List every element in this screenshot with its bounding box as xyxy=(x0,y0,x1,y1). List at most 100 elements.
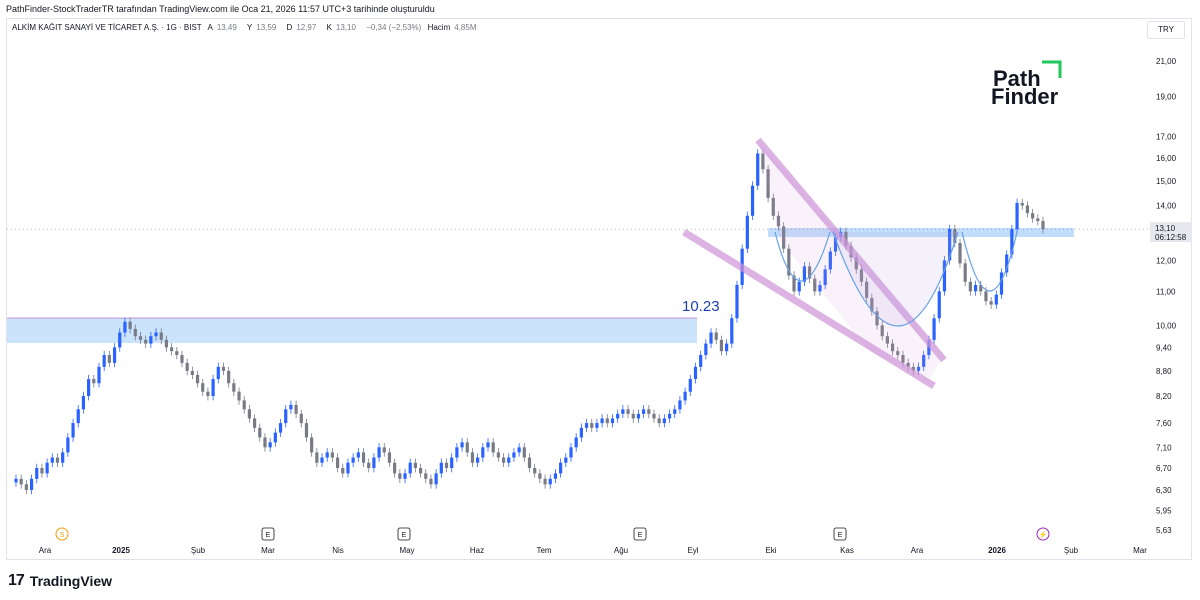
candle-body xyxy=(221,366,226,371)
candle-body xyxy=(367,462,371,469)
candle-body xyxy=(138,336,143,340)
earnings-marker-label: E xyxy=(402,532,407,539)
candle-body xyxy=(626,409,630,414)
candle-body xyxy=(771,197,775,216)
price-tick-label: 21,00 xyxy=(1156,57,1177,66)
candle-body xyxy=(963,263,967,282)
candle-body xyxy=(662,418,666,424)
candle-body xyxy=(346,462,350,474)
candle-body xyxy=(351,457,355,463)
candle-body xyxy=(631,413,635,419)
overlays-layer: 10.23 xyxy=(682,137,1018,389)
candle-body xyxy=(460,442,464,448)
cup-left-curve xyxy=(774,231,831,282)
candle-body xyxy=(87,379,91,397)
candle-body xyxy=(922,355,926,367)
price-tick-label: 5,63 xyxy=(1156,526,1172,535)
candle-body xyxy=(201,383,205,392)
candle-body xyxy=(268,442,272,448)
candle-body xyxy=(1031,213,1035,219)
candle-body xyxy=(569,447,573,458)
candle-body xyxy=(756,153,760,186)
candle-body xyxy=(833,237,838,252)
time-tick-label: Kas xyxy=(840,546,854,555)
candle-body xyxy=(725,343,729,352)
candle-body xyxy=(543,478,547,485)
tradingview-footer[interactable]: 17 TradingView xyxy=(8,572,112,590)
candle-body xyxy=(730,318,734,344)
candle-body xyxy=(14,478,18,483)
countdown-label: 06:12:58 xyxy=(1155,233,1187,242)
candle-body xyxy=(880,325,884,337)
candle-body xyxy=(35,468,39,479)
candle-body xyxy=(652,413,656,419)
candle-body xyxy=(335,457,340,469)
candle-body xyxy=(398,473,402,479)
candle-body xyxy=(1041,221,1045,230)
price-tick-label: 8,80 xyxy=(1156,367,1172,376)
candle-body xyxy=(616,413,620,419)
high-label: Y xyxy=(246,23,253,32)
candle-body xyxy=(164,339,169,348)
candle-body xyxy=(180,355,184,363)
candle-body xyxy=(870,297,874,312)
candle-body xyxy=(968,281,972,292)
candle-body xyxy=(584,423,589,428)
symbol-name[interactable]: ALKİM KAĞIT SANAYİ VE TİCARET A.Ş. · 1G … xyxy=(12,23,202,32)
high-value: 13,59 xyxy=(256,23,277,32)
candle-body xyxy=(387,452,392,463)
candle-body xyxy=(486,442,490,448)
candle-body xyxy=(315,452,319,463)
candle-body xyxy=(429,478,433,485)
support-resistance-zone xyxy=(7,318,697,343)
candle-body xyxy=(1010,229,1014,255)
split-marker-label: ⚡ xyxy=(1039,530,1048,539)
candle-body xyxy=(1015,202,1019,230)
candle-body xyxy=(465,442,469,453)
candle-body xyxy=(683,391,687,401)
price-tick-label: 9,40 xyxy=(1156,343,1172,352)
time-tick-label: Ağu xyxy=(614,546,628,555)
time-tick-label: Şub xyxy=(191,546,206,555)
candle-body xyxy=(278,423,283,433)
logo-line-2: Finder xyxy=(991,84,1059,109)
candle-body xyxy=(439,462,443,474)
zones-layer xyxy=(7,228,1148,343)
candle-body xyxy=(123,321,127,333)
candle-body xyxy=(605,418,609,424)
candle-body xyxy=(636,413,641,419)
tradingview-logo-icon: 17 xyxy=(8,572,25,589)
candle-body xyxy=(216,366,220,380)
candle-body xyxy=(559,462,563,474)
candle-body xyxy=(252,418,257,428)
candle-body xyxy=(227,370,231,384)
candle-body xyxy=(372,457,376,469)
candle-body xyxy=(973,284,978,292)
candle-body xyxy=(538,473,542,479)
candle-body xyxy=(714,332,718,340)
candle-body xyxy=(802,266,807,282)
price-axis: 21,00 19,00 17,00 16,00 15,00 14,00 12,00 11,00… xyxy=(1150,57,1192,535)
time-tick-label: Eki xyxy=(765,546,776,555)
candle-body xyxy=(424,473,428,479)
candle-body xyxy=(211,379,215,397)
candle-body xyxy=(118,332,122,348)
candle-body xyxy=(579,427,583,438)
candle-body xyxy=(61,452,65,463)
currency-selector[interactable]: TRY xyxy=(1147,21,1185,39)
candle-body xyxy=(667,413,672,419)
candle-body xyxy=(330,452,334,458)
candles-layer xyxy=(14,149,1045,495)
candle-body xyxy=(289,404,293,410)
close-label: K xyxy=(326,23,332,32)
symbol-info: ALKİM KAĞIT SANAYİ VE TİCARET A.Ş. · 1G … xyxy=(12,23,484,32)
candle-body xyxy=(299,413,303,424)
candle-body xyxy=(40,468,44,474)
candle-body xyxy=(496,452,500,458)
candle-body xyxy=(906,362,910,367)
candle-body xyxy=(787,248,791,276)
candle-body xyxy=(29,478,34,490)
candle-body xyxy=(865,281,869,298)
candle-body xyxy=(310,437,314,453)
